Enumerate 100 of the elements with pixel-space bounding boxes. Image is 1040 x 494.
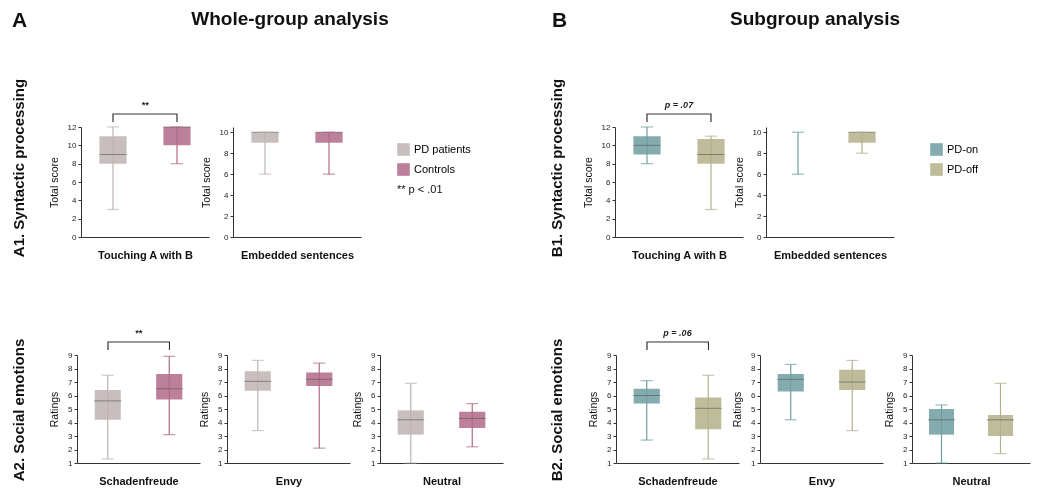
legend-label: PD patients xyxy=(414,142,472,155)
text: ** xyxy=(134,328,143,338)
y-tick-label: 7 xyxy=(607,377,613,387)
x-axis-title: Touching A with B xyxy=(98,248,193,261)
y-axis-title: Ratings xyxy=(48,391,61,428)
y-tick-label: 2 xyxy=(371,445,377,454)
y-tick-label: 9 xyxy=(751,350,757,360)
y-tick-label: 2 xyxy=(68,445,74,454)
y-tick-label: 7 xyxy=(903,377,909,387)
y-tick-label: 3 xyxy=(751,431,757,441)
y-tick-label: 1 xyxy=(607,458,613,468)
y-tick-label: 4 xyxy=(224,190,230,200)
y-tick-label: 10 xyxy=(219,127,230,137)
y-tick-label: 9 xyxy=(607,350,613,360)
x-axis-title: Schadenfreude xyxy=(99,474,179,487)
text: Subgroup analysis xyxy=(730,8,900,30)
y-tick-label: 2 xyxy=(218,445,224,454)
x-axis-title: Envy xyxy=(275,474,304,487)
text: A xyxy=(12,8,28,32)
y-tick-label: 5 xyxy=(607,404,613,414)
y-axis-title: Total score xyxy=(47,156,60,208)
y-tick-label: 7 xyxy=(68,377,74,387)
y-tick-label: 0 xyxy=(606,232,612,242)
text: p = .06 xyxy=(663,328,692,338)
text: A2. Social emotions xyxy=(9,338,27,482)
y-tick-label: 6 xyxy=(757,169,763,179)
legend-label: PD-off xyxy=(947,162,979,175)
y-tick-label: 7 xyxy=(218,377,224,387)
y-tick-label: 12 xyxy=(67,122,78,132)
y-tick-label: 3 xyxy=(607,431,613,441)
y-tick-label: 4 xyxy=(371,418,377,427)
y-tick-label: 5 xyxy=(68,404,74,414)
y-tick-label: 6 xyxy=(751,391,757,400)
y-axis-title: Total score xyxy=(199,156,212,208)
y-tick-label: 6 xyxy=(371,391,377,400)
y-tick-label: 4 xyxy=(218,418,224,427)
y-tick-label: 8 xyxy=(371,364,377,373)
y-tick-label: 4 xyxy=(903,418,909,427)
y-tick-label: 4 xyxy=(68,418,74,427)
y-tick-label: 2 xyxy=(903,445,909,454)
y-tick-label: 2 xyxy=(72,214,78,224)
y-tick-label: 6 xyxy=(607,391,613,400)
y-tick-label: 9 xyxy=(68,350,74,360)
y-tick-label: 4 xyxy=(757,190,763,200)
y-tick-label: 3 xyxy=(371,431,377,441)
y-tick-label: 1 xyxy=(68,458,74,468)
text: p = .07 xyxy=(664,100,694,110)
y-axis-title: Ratings xyxy=(587,391,600,428)
legend-label: PD-on xyxy=(947,142,979,155)
y-tick-label: 3 xyxy=(903,431,909,441)
y-tick-label: 2 xyxy=(224,211,230,221)
y-tick-label: 8 xyxy=(68,364,74,373)
y-tick-label: 5 xyxy=(751,404,757,414)
y-tick-label: 2 xyxy=(751,445,757,454)
y-tick-label: 1 xyxy=(218,458,224,468)
y-axis-title: Total score xyxy=(732,156,745,208)
y-tick-label: 8 xyxy=(751,364,757,373)
y-tick-label: 7 xyxy=(751,377,757,387)
y-tick-label: 6 xyxy=(72,177,78,187)
y-tick-label: 3 xyxy=(218,431,224,441)
y-tick-label: 9 xyxy=(218,350,224,360)
y-tick-label: 3 xyxy=(68,431,74,441)
text: B1. Syntactic processing xyxy=(547,78,565,258)
x-axis-title: Neutral xyxy=(952,474,991,487)
y-tick-label: 6 xyxy=(606,177,612,187)
y-tick-label: 2 xyxy=(606,214,612,224)
y-tick-label: 6 xyxy=(218,391,224,400)
y-tick-label: 0 xyxy=(224,232,230,242)
legend-label: Controls xyxy=(414,162,456,175)
y-tick-label: 0 xyxy=(72,232,78,242)
y-tick-label: 4 xyxy=(751,418,757,427)
y-axis-title: Total score xyxy=(581,156,594,208)
y-tick-label: 8 xyxy=(607,364,613,373)
y-tick-label: 1 xyxy=(371,458,377,468)
y-tick-label: 0 xyxy=(757,232,763,242)
x-axis-title: Neutral xyxy=(423,474,461,487)
y-tick-label: 12 xyxy=(601,122,612,132)
y-tick-label: 10 xyxy=(752,127,763,137)
y-tick-label: 8 xyxy=(72,159,78,169)
text: Whole-group analysis xyxy=(191,8,389,30)
y-tick-label: 2 xyxy=(757,211,763,221)
y-axis-title: Ratings xyxy=(883,391,896,428)
y-tick-label: 8 xyxy=(224,148,230,158)
y-tick-label: 8 xyxy=(606,159,612,169)
y-tick-label: 1 xyxy=(751,458,757,468)
x-axis-title: Schadenfreude xyxy=(638,474,718,487)
y-tick-label: 4 xyxy=(606,195,612,205)
y-tick-label: 8 xyxy=(903,364,909,373)
x-axis-title: Embedded sentences xyxy=(240,248,355,261)
y-tick-label: 8 xyxy=(757,148,763,158)
y-tick-label: 4 xyxy=(607,418,613,427)
text: B xyxy=(552,8,568,32)
y-axis-title: Ratings xyxy=(351,391,364,428)
y-tick-label: 8 xyxy=(218,364,224,373)
y-tick-label: 7 xyxy=(371,377,377,387)
y-axis-title: Ratings xyxy=(731,391,744,428)
y-tick-label: 5 xyxy=(218,404,224,414)
y-tick-label: 9 xyxy=(903,350,909,360)
x-axis-title: Embedded sentences xyxy=(773,248,888,261)
text: ** p < .01 xyxy=(397,183,443,195)
